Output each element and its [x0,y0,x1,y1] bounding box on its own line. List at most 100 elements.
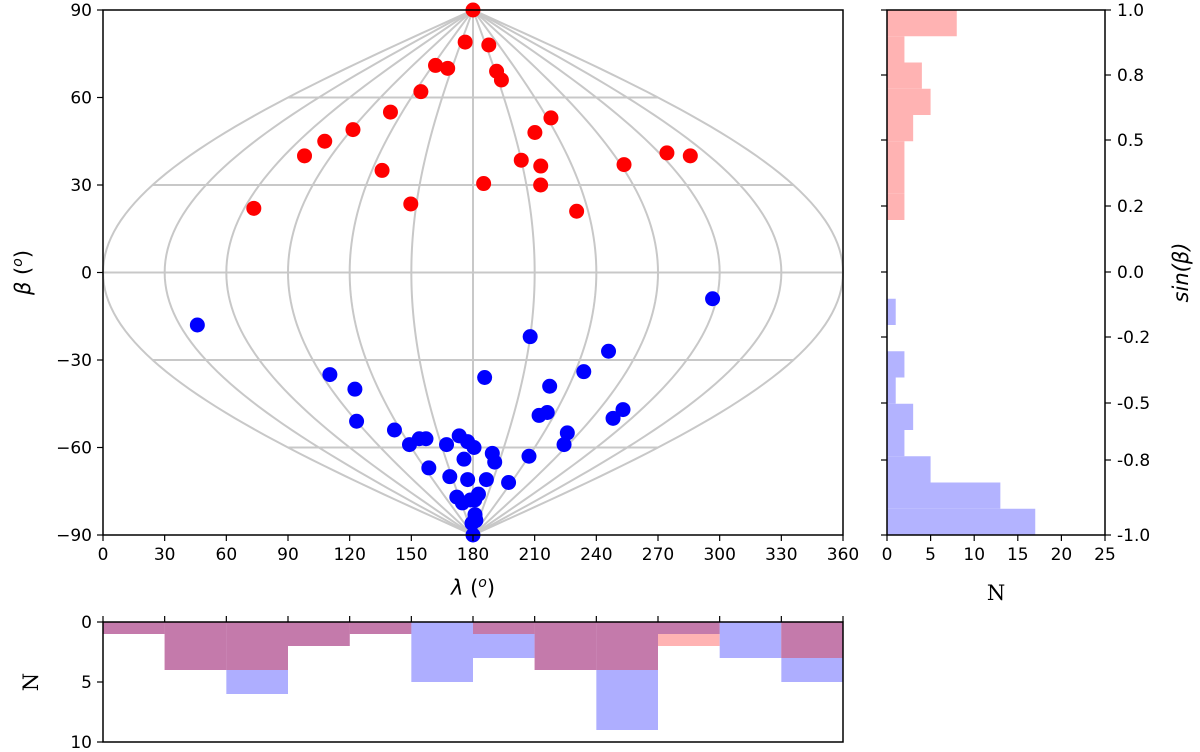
overlap-hist-bar [658,622,720,634]
south-hist-bar [887,430,905,457]
north-data-point [476,176,492,192]
north-hist-bar [887,141,905,168]
overlap-hist-bar [349,622,412,634]
right-x-tick-label: 20 [1051,545,1073,565]
right-y-tick-label: -0.5 [1117,394,1150,414]
overlap-hist-bar [596,622,658,670]
right-histogram-bars [887,10,1036,535]
overlap-hist-bar [534,622,597,670]
bottom-y-axis-label: N [19,673,43,691]
x-tick-label: 210 [518,545,550,565]
right-y-tick-label: 0.0 [1117,263,1144,283]
bottom-histogram-bars [103,622,843,730]
y-axis-label: β (o) [10,250,35,296]
right-y-axis-ticks: -1.0 -0.8 -0.5 -0.2 0.0 0.2 0.5 0.8 1.0 [881,1,1150,546]
south-data-point [501,475,517,490]
bottom-y-tick-label: 5 [81,673,92,693]
x-tick-label: 30 [154,545,176,565]
south-data-point [522,329,538,345]
north-data-point [382,104,398,120]
north-hist-bar [887,88,931,115]
south-hist-bar [719,622,782,658]
north-data-point [297,148,313,164]
south-data-point [189,317,205,333]
y-tick-label: −30 [56,351,92,371]
north-data-point [440,60,456,76]
south-data-point [460,472,476,488]
north-data-point [543,110,559,126]
x-tick-label: 270 [642,545,674,565]
overlap-hist-bar [226,622,288,670]
north-data-point [659,145,675,161]
south-data-point [418,431,434,447]
x-tick-label: 0 [98,545,109,565]
right-histogram-panel: 0 5 10 15 20 25 -1.0 -0.8 -0.5 -0.2 0.0 0.2 0.5 0.8 1… [881,1,1193,605]
north-data-point [569,203,585,219]
south-data-point [442,469,458,485]
overlap-hist-bar [473,622,535,634]
bottom-histogram-panel: 0 5 10 N [19,613,844,752]
right-x-axis-label: N [987,581,1005,605]
right-y-axis-label: sin(β) [1169,243,1193,303]
right-x-axis-ticks: 0 5 10 15 20 25 [882,535,1116,565]
right-y-tick-label: 1.0 [1117,1,1144,21]
north-hist-bar [887,36,905,63]
overlap-hist-bar [164,622,227,670]
south-data-point [468,512,484,528]
sky-map-panel: 0 30 60 90 120 150 180 210 240 270 300 330 360 −90−6… [10,1,859,600]
north-data-point [428,57,444,73]
north-data-point [493,72,509,88]
south-hist-bar [887,403,914,430]
x-tick-label: 90 [277,545,299,565]
south-hist-bar [887,482,1001,509]
south-data-point [421,460,437,476]
south-hist-bar [411,622,473,682]
south-data-point [539,405,555,420]
south-data-point [466,440,482,455]
x-tick-label: 120 [333,545,365,565]
north-data-point [374,162,390,178]
south-data-point [705,291,721,307]
y-tick-label: 60 [70,89,92,109]
south-data-point [322,367,338,383]
south-data-point [559,425,575,441]
x-tick-label: 300 [703,545,735,565]
north-data-point [616,157,632,173]
north-data-point [481,37,497,53]
y-tick-label: 30 [70,176,92,196]
north-hist-bar [887,115,914,142]
right-y-tick-label: 0.2 [1117,197,1144,217]
bottom-y-tick-label: 10 [70,733,92,752]
north-data-point [403,196,419,212]
south-data-point [456,451,472,467]
north-data-point [317,133,333,149]
bottom-x-axis-ticks [102,616,844,622]
south-hist-bar [887,456,931,483]
south-data-point [487,454,503,470]
south-data-point [601,343,617,359]
south-data-point [615,402,631,418]
north-data-point [533,158,549,174]
overlap-hist-bar [103,622,165,634]
bottom-y-axis-ticks: 0 5 10 [70,613,103,752]
y-tick-label: −90 [56,526,92,546]
north-data-point [682,148,698,164]
south-data-point [477,370,493,385]
overlap-hist-bar [288,622,350,646]
x-tick-label: 240 [580,545,612,565]
north-hist-bar [887,167,905,194]
bottom-y-tick-label: 0 [81,613,92,633]
y-tick-label: −60 [56,439,92,459]
x-tick-label: 180 [457,545,489,565]
south-data-point [542,378,558,394]
north-data-point [533,177,549,193]
y-tick-label: 0 [81,264,92,284]
north-hist-bar [887,62,922,89]
south-data-point [521,448,537,464]
south-data-point [605,410,621,426]
x-axis-ticks: 0 30 60 90 120 150 180 210 240 270 300 330 360 [98,535,859,565]
x-tick-label: 150 [395,545,427,565]
y-axis-ticks: −90 −60 −30 0 30 60 90 [56,1,103,546]
right-x-tick-label: 0 [882,545,893,565]
